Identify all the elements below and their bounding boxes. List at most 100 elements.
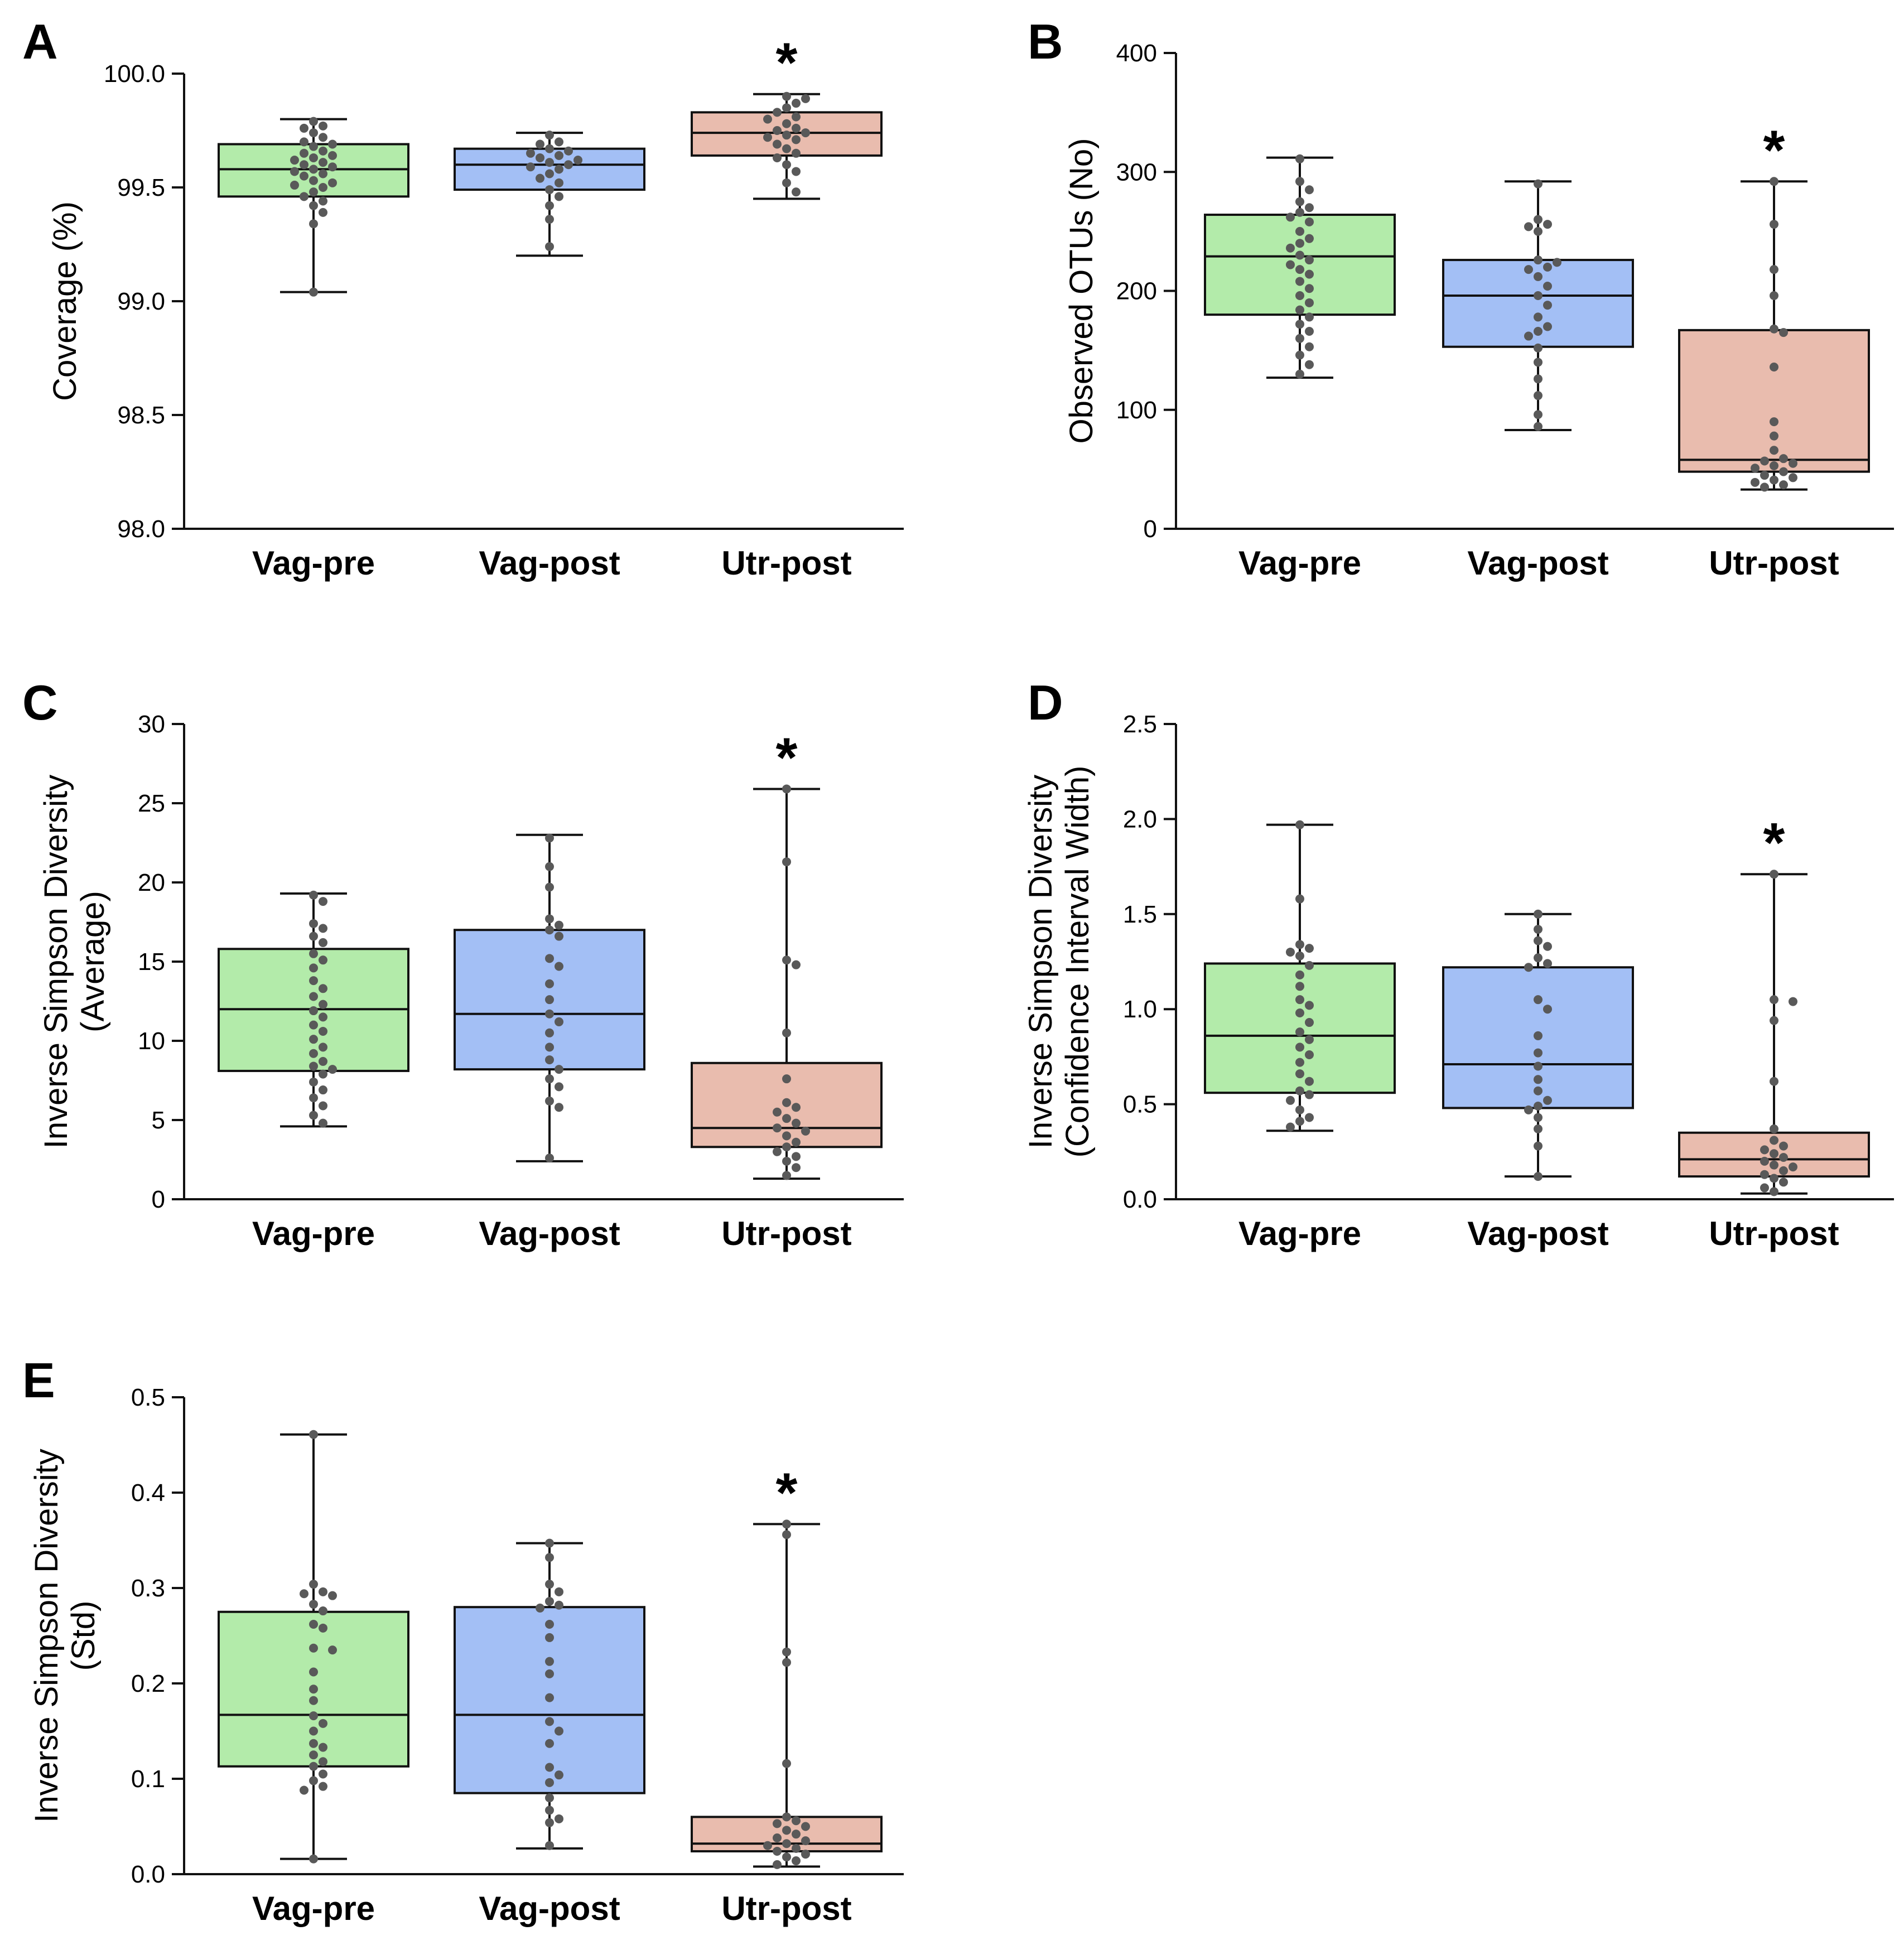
y-axis-label: Coverage (%) (47, 201, 83, 401)
data-point (545, 995, 554, 1005)
data-point (782, 1114, 791, 1123)
data-point (545, 1693, 554, 1702)
category-label: Vag-pre (252, 544, 375, 582)
data-point (300, 1785, 309, 1795)
data-point (773, 1147, 782, 1156)
data-point (309, 1696, 318, 1705)
data-point (1534, 953, 1543, 963)
data-point (536, 139, 544, 149)
data-point (545, 979, 554, 988)
data-point (1779, 1141, 1788, 1151)
data-point (1760, 471, 1769, 480)
data-point (1770, 1077, 1778, 1086)
data-point (309, 187, 318, 197)
data-point (319, 1085, 327, 1095)
data-point (1534, 995, 1543, 1005)
data-point (782, 131, 791, 140)
data-point (319, 924, 327, 933)
data-point (545, 215, 554, 224)
data-point (309, 992, 318, 1001)
data-point (309, 142, 318, 151)
data-point (1543, 959, 1552, 968)
y-tick-label: 5 (152, 1107, 165, 1134)
significance-mark: * (776, 32, 798, 94)
data-point (555, 932, 563, 941)
data-point (319, 1043, 327, 1052)
data-point (1534, 909, 1543, 919)
box-group (454, 131, 645, 257)
data-point (545, 1154, 554, 1163)
data-point (1779, 454, 1788, 464)
data-point (1305, 312, 1314, 322)
data-point (328, 139, 337, 149)
data-point (309, 176, 318, 185)
data-point (319, 1743, 327, 1752)
data-point (1305, 327, 1314, 336)
category-label: Vag-post (1467, 544, 1608, 582)
data-point (1751, 477, 1760, 487)
data-point (1760, 456, 1769, 466)
box-group (1204, 820, 1396, 1132)
data-point (545, 158, 554, 167)
data-point (555, 1082, 563, 1092)
data-point (300, 171, 309, 181)
data-point (1770, 1149, 1778, 1159)
data-point (1305, 284, 1314, 293)
panel-d: D 0.0 0.5 1.0 1.5 2.0 2.5 Inverse Simpson Diver… (1023, 675, 1894, 1252)
y-axis-label: Inverse Simpson Diversity (38, 775, 74, 1148)
data-point (319, 158, 327, 167)
data-point (792, 99, 801, 108)
y-tick-label: 1.5 (1123, 901, 1157, 928)
y-tick-label: 200 (1116, 278, 1157, 305)
data-point (1543, 301, 1552, 310)
data-point (1770, 417, 1778, 427)
data-point (328, 1591, 337, 1600)
data-point (1534, 1075, 1543, 1084)
data-point (545, 201, 554, 210)
data-point (545, 1657, 554, 1666)
box-group (1678, 177, 1870, 492)
data-point (782, 91, 791, 101)
box-group (1678, 870, 1870, 1196)
data-point (792, 1830, 801, 1839)
data-point (1760, 1156, 1769, 1166)
y-tick-label: 10 (138, 1027, 165, 1055)
data-point (1779, 467, 1788, 476)
data-point (792, 187, 801, 197)
data-point (763, 1841, 772, 1850)
data-point (309, 165, 318, 174)
data-point (1295, 277, 1304, 286)
data-point (1543, 1095, 1552, 1105)
data-point (309, 1077, 318, 1087)
data-point (545, 1009, 554, 1019)
data-point (309, 976, 318, 986)
data-point (309, 1049, 318, 1058)
data-point (300, 1589, 309, 1599)
data-point (1534, 1086, 1543, 1095)
data-point (1305, 185, 1314, 195)
data-point (319, 1587, 327, 1596)
data-point (1543, 262, 1552, 272)
data-point (773, 1860, 782, 1869)
data-point (545, 882, 554, 892)
data-point (319, 196, 327, 206)
data-point (1770, 362, 1778, 371)
data-point (1534, 422, 1543, 431)
data-point (1286, 213, 1295, 222)
y-tick-label: 0.5 (131, 1384, 165, 1411)
y-tick-label: 0 (152, 1186, 165, 1213)
data-point (782, 1519, 791, 1529)
data-point (319, 1623, 327, 1633)
category-label: Utr-post (1709, 1215, 1839, 1252)
data-point (792, 1163, 801, 1172)
data-point (1295, 334, 1304, 343)
category-label: Utr-post (1709, 544, 1839, 582)
y-tick-label: 0.4 (131, 1479, 165, 1507)
data-point (1295, 995, 1304, 1005)
data-point (801, 94, 810, 103)
data-point (545, 1763, 554, 1772)
box-group (218, 1430, 409, 1864)
data-point (555, 962, 563, 971)
significance-mark: * (776, 1461, 798, 1524)
data-point (1770, 870, 1778, 879)
